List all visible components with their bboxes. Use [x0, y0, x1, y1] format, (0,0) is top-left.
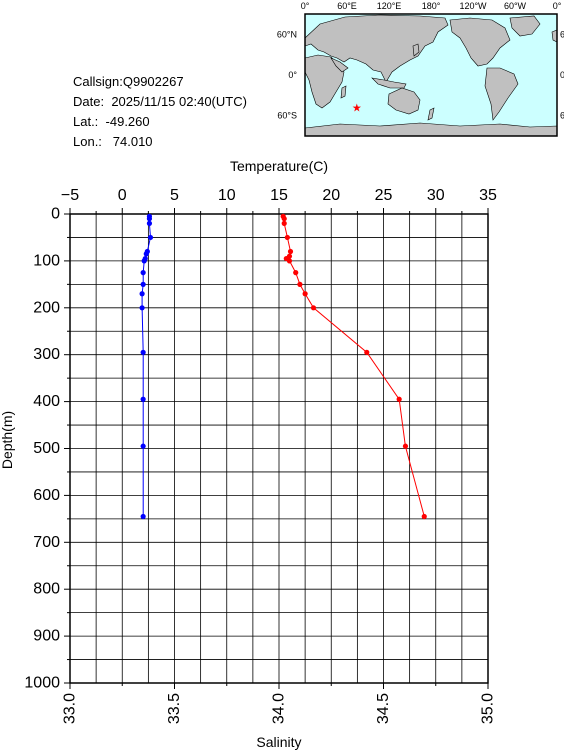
map-frame: [304, 13, 558, 137]
depth-axis-label: Depth(m): [0, 411, 15, 469]
map-lon-tick-label: 120°W: [459, 1, 487, 11]
temperature-point: [421, 513, 427, 520]
temperature-tick-label: 35: [479, 187, 497, 204]
salinity-point: [140, 396, 146, 402]
salinity-point: [146, 220, 153, 226]
map-lon-tick-label: 0°: [553, 1, 562, 11]
salinity-point: [140, 513, 146, 520]
temperature-point: [284, 234, 290, 241]
depth-tick-label: 300: [33, 346, 60, 363]
date-line: Date: 2025/11/15 02:40(UTC): [73, 92, 247, 112]
temperature-point: [402, 443, 409, 449]
lat-line: Lat.: -49.260: [73, 112, 150, 132]
temperature-tick-label: 5: [170, 187, 179, 204]
date-label: Date:: [73, 94, 105, 109]
map-lon-tick-label: 60°W: [504, 1, 527, 11]
temperature-tick-label: 0: [118, 187, 127, 204]
salinity-point: [146, 216, 153, 222]
map-lon-tick-label: 120°E: [377, 1, 402, 11]
depth-tick-label: 1000: [24, 675, 60, 692]
map-lon-tick-label: 180°: [422, 1, 441, 11]
salinity-point: [140, 281, 146, 287]
temperature-point: [310, 305, 317, 311]
depth-tick-label: 600: [33, 487, 60, 504]
temperature-axis-label: Temperature(C): [230, 158, 328, 174]
temperature-tick-label: 10: [218, 187, 236, 204]
salinity-point: [139, 305, 145, 311]
temperature-point: [297, 281, 303, 287]
callsign-value: Q9902267: [122, 74, 184, 89]
map-lat-tick-label: 60°N: [277, 29, 297, 39]
temperature-point: [286, 258, 293, 264]
salinity-tick-label: 33.0: [62, 693, 79, 724]
lon-value: 74.010: [112, 134, 153, 149]
series-layer: [139, 213, 427, 520]
map-lat-tick-label-right: 60°S: [560, 111, 564, 121]
salinity-axis: 33.0 33.5 34.0 34.5 35.0: [62, 683, 497, 724]
temperature-point: [302, 291, 308, 297]
callsign-label: Callsign:: [73, 74, 123, 89]
plot-grid: [69, 213, 489, 684]
temperature-point: [287, 248, 294, 255]
salinity-point: [140, 270, 146, 276]
salinity-point: [139, 291, 145, 297]
map-lat-tick-label: 60°S: [277, 111, 297, 121]
date-value: 2025/11/15 02:40(UTC): [111, 94, 247, 109]
salinity-point: [147, 234, 154, 241]
lat-label: Lat.:: [73, 114, 99, 129]
depth-tick-label: 400: [33, 393, 60, 410]
temperature-point: [364, 349, 370, 355]
lon-label: Lon.:: [73, 134, 102, 149]
map-lat-tick-label: 0°: [288, 70, 297, 80]
map-lat-tick-label-right: 0°: [560, 70, 564, 80]
depth-tick-label: 500: [33, 440, 60, 457]
depth-tick-label: 200: [33, 299, 60, 316]
temperature-tick-label: 20: [322, 187, 340, 204]
map-land: [304, 14, 558, 137]
temperature-axis: −5 0 5 10 15 20 25 30 35: [61, 187, 497, 214]
temperature-point: [293, 270, 299, 276]
temperature-tick-label: 25: [375, 187, 393, 204]
depth-tick-label: 800: [33, 581, 60, 598]
callsign-line: Callsign:Q9902267: [73, 72, 184, 92]
depth-axis: 0 100 200 300 400 500 600 700 800 900 1000: [24, 206, 70, 692]
temperature-tick-label: 30: [427, 187, 445, 204]
salinity-tick-label: 33.5: [166, 693, 183, 724]
map-lat-tick-label-right: 60°N: [560, 29, 564, 39]
salinity-point: [141, 258, 147, 264]
salinity-tick-label: 34.0: [271, 693, 288, 724]
salinity-point: [140, 349, 146, 355]
salinity-point: [140, 443, 146, 449]
temperature-tick-label: 15: [270, 187, 288, 204]
map-lon-ticks: 0° 60°E 120°E 180° 120°W 60°W 0°: [301, 1, 562, 11]
map-lon-tick-label: 0°: [301, 1, 310, 11]
depth-tick-label: 900: [33, 628, 60, 645]
salinity-tick-label: 34.5: [375, 693, 392, 724]
lat-value: -49.260: [105, 114, 150, 129]
salinity-point: [143, 251, 149, 257]
salinity-tick-label: 35.0: [480, 693, 497, 724]
temperature-point: [281, 216, 287, 222]
salinity-profile-line: [141, 216, 152, 517]
map-lat-ticks: 60°N 60°N 0° 0° 60°S 60°S: [277, 29, 564, 120]
depth-tick-label: 0: [51, 206, 60, 223]
depth-tick-label: 100: [33, 252, 60, 269]
station-marker-icon: ★: [352, 102, 362, 114]
lon-line: Lon.: 74.010: [73, 132, 153, 152]
temperature-profile-line: [282, 216, 425, 517]
temperature-tick-label: −5: [61, 187, 79, 204]
map-lon-tick-label: 60°E: [337, 1, 357, 11]
salinity-axis-label: Salinity: [256, 734, 301, 750]
temperature-point: [281, 220, 287, 226]
depth-tick-label: 700: [33, 534, 60, 551]
temperature-point: [396, 396, 402, 402]
